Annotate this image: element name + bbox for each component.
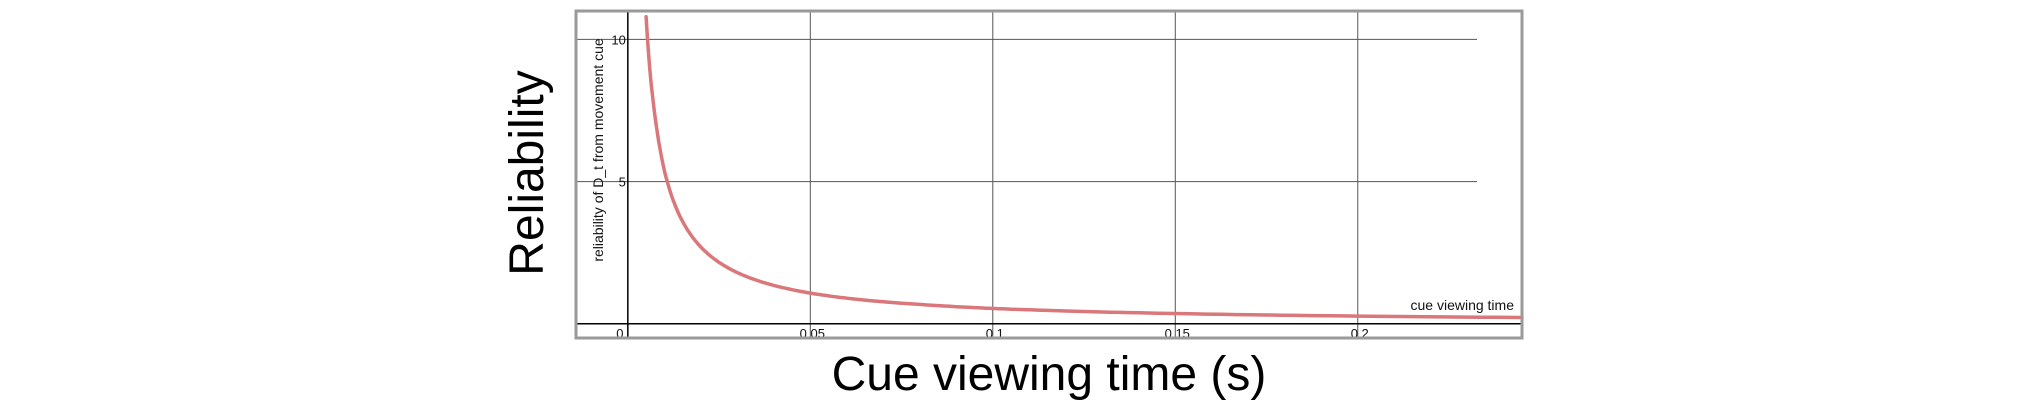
- grid: [576, 10, 1477, 338]
- inner-y-axis-label: reliability of D_t from movement cue: [590, 38, 606, 262]
- y-tick-label: 10: [611, 32, 625, 47]
- plot-frame: [574, 9, 1524, 340]
- y-tick-label: 5: [619, 175, 626, 190]
- series-line: [644, 14, 1524, 320]
- y-axis-title: Reliability: [501, 70, 554, 275]
- series-layer: [644, 14, 1524, 320]
- axes: [576, 11, 1522, 338]
- origin-tick-label: 0: [616, 326, 623, 341]
- inner-x-axis-label: cue viewing time: [1411, 297, 1515, 313]
- x-axis-title: Cue viewing time (s): [832, 348, 1267, 401]
